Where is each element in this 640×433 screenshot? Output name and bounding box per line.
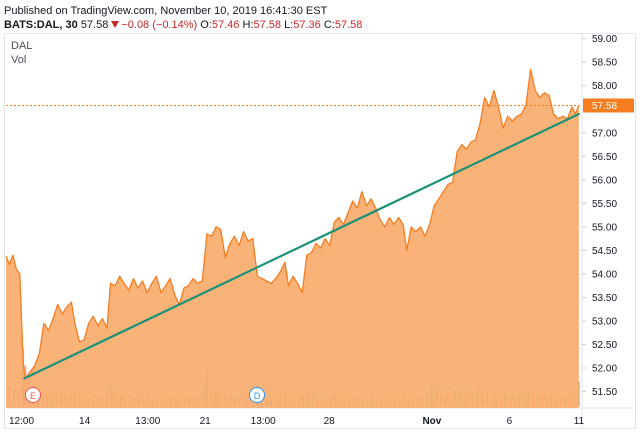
x-tick-label: 21 [200, 416, 212, 427]
x-tick-label: 12:00 [9, 416, 34, 427]
earnings-marker-circle [25, 387, 41, 403]
down-arrow-icon [111, 21, 120, 28]
y-tick-label: 53.00 [592, 317, 617, 328]
last-price-label: 57.58 [592, 101, 617, 112]
x-tick-label: 28 [324, 416, 336, 427]
x-tick-label: 11 [574, 416, 585, 427]
y-tick-label: 58.50 [592, 58, 617, 69]
earnings-marker-label: E [30, 391, 36, 401]
x-tick-label: 13:00 [135, 416, 160, 427]
y-tick-label: 52.00 [592, 364, 617, 375]
dividend-marker-circle [249, 387, 265, 403]
y-tick-label: 53.50 [592, 293, 617, 304]
earnings-marker[interactable]: E [25, 387, 41, 403]
close-value: 57.58 [334, 19, 363, 31]
y-tick-label: 55.50 [592, 199, 617, 210]
open-label: O: [200, 19, 212, 31]
published-caption: Published on TradingView.com, November 1… [4, 5, 328, 17]
chart-frame [4, 33, 636, 429]
legend-volume: Vol [11, 54, 27, 66]
y-tick-label: 51.50 [592, 387, 617, 398]
y-tick-label: 54.50 [592, 246, 617, 257]
close-label: C: [323, 19, 335, 31]
y-tick-label: 58.00 [592, 81, 617, 92]
low-value: 57.36 [293, 19, 321, 31]
dividend-marker[interactable]: D [249, 387, 265, 403]
last-price-label-bg [583, 98, 634, 113]
quote-bar: BATS:DAL, 30 57.58 −0.08 (−0.14%) O:57.46… [4, 19, 362, 31]
x-tick-label: 14 [79, 416, 91, 427]
y-tick-label: 56.50 [592, 152, 617, 163]
y-tick-label: 54.00 [592, 269, 617, 280]
high-label: H: [242, 19, 254, 31]
y-tick-label: 55.00 [592, 222, 617, 233]
y-tick-label: 52.50 [592, 340, 617, 351]
symbol-label: BATS:DAL, 30 [4, 19, 78, 31]
y-tick-label: 59.00 [592, 34, 617, 45]
open-value: 57.46 [211, 19, 240, 31]
y-tick-label: 57.00 [592, 128, 617, 139]
low-label: L: [284, 19, 294, 31]
legend-symbol: DAL [11, 40, 33, 52]
dividend-marker-label: D [254, 391, 261, 401]
last-price: 57.58 [80, 19, 109, 31]
price-change: −0.08 (−0.14%) [121, 19, 198, 31]
price-line [5, 68, 580, 380]
price-area [6, 69, 579, 409]
trendline[interactable] [23, 112, 581, 380]
y-axis: 59.00 58.50 58.00 57.00 56.50 56.00 55.50 55.00… [582, 34, 617, 398]
x-tick-label: 13:00 [251, 416, 276, 427]
x-axis: 12:00 14 13:00 21 13:00 28 Nov 6 11 [9, 416, 585, 427]
y-tick-label: 56.00 [592, 175, 617, 186]
high-value: 57.58 [253, 19, 281, 31]
x-tick-label: Nov [422, 416, 441, 427]
x-tick-label: 6 [507, 416, 513, 427]
